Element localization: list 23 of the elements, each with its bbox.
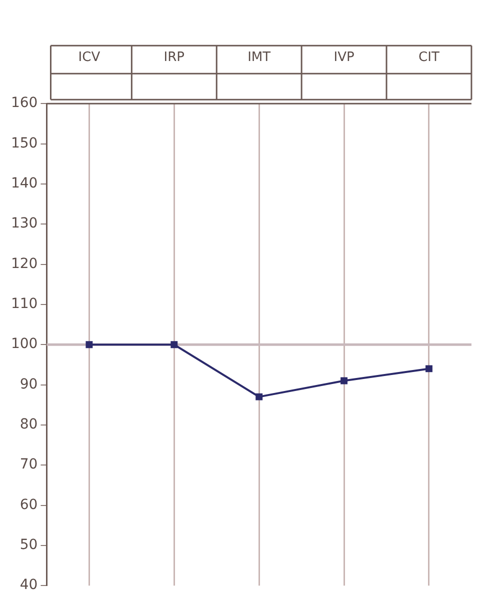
y-tick-label: 40: [20, 577, 38, 594]
x-tick-label: CIT: [418, 50, 440, 66]
x-tick-label: IVP: [334, 50, 354, 66]
y-tick-label: 90: [20, 376, 38, 392]
y-tick-label: 160: [10, 95, 38, 112]
x-tick-label: IMT: [248, 50, 271, 66]
y-tick-label: 100: [10, 336, 38, 352]
y-tick-label: 130: [10, 216, 38, 232]
y-tick-label: 140: [10, 176, 38, 192]
y-tick-label: 80: [20, 416, 38, 433]
point: [86, 341, 93, 348]
y-tick-label: 60: [20, 496, 38, 513]
y-tick-label: 120: [10, 256, 38, 272]
x-tick-label: ICV: [78, 50, 100, 66]
point: [426, 365, 432, 372]
y-tick-label: 110: [10, 296, 38, 312]
point: [170, 341, 178, 348]
y-tick-label: 50: [20, 537, 38, 554]
y-tick-label: 70: [20, 456, 38, 473]
y-tick-label: 150: [10, 135, 38, 152]
x-tick-label: IRP: [164, 50, 185, 66]
point: [256, 393, 263, 400]
point: [340, 377, 348, 384]
